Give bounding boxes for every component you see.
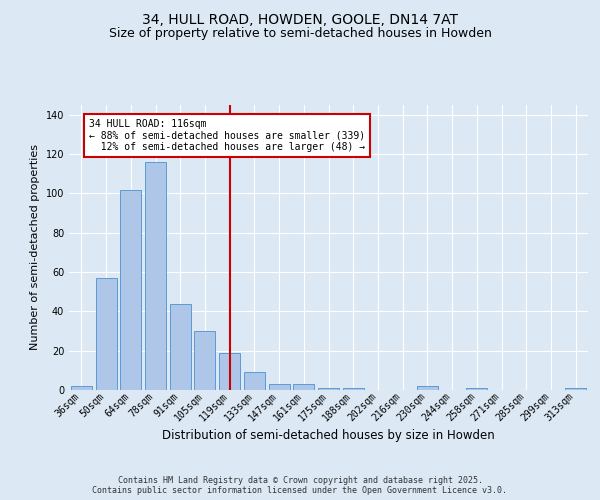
Bar: [194, 331, 215, 390]
Bar: [466, 388, 487, 390]
Bar: [244, 372, 265, 390]
Bar: [145, 162, 166, 390]
Text: Size of property relative to semi-detached houses in Howden: Size of property relative to semi-detach…: [109, 28, 491, 40]
Bar: [219, 352, 240, 390]
Text: 34 HULL ROAD: 116sqm
← 88% of semi-detached houses are smaller (339)
  12% of se: 34 HULL ROAD: 116sqm ← 88% of semi-detac…: [89, 119, 365, 152]
Bar: [269, 384, 290, 390]
Bar: [417, 386, 438, 390]
X-axis label: Distribution of semi-detached houses by size in Howden: Distribution of semi-detached houses by …: [162, 429, 495, 442]
Bar: [95, 278, 116, 390]
Bar: [565, 388, 586, 390]
Text: 34, HULL ROAD, HOWDEN, GOOLE, DN14 7AT: 34, HULL ROAD, HOWDEN, GOOLE, DN14 7AT: [142, 12, 458, 26]
Bar: [170, 304, 191, 390]
Text: Contains HM Land Registry data © Crown copyright and database right 2025.
Contai: Contains HM Land Registry data © Crown c…: [92, 476, 508, 495]
Bar: [293, 384, 314, 390]
Bar: [120, 190, 141, 390]
Bar: [343, 388, 364, 390]
Bar: [71, 386, 92, 390]
Y-axis label: Number of semi-detached properties: Number of semi-detached properties: [30, 144, 40, 350]
Bar: [318, 388, 339, 390]
